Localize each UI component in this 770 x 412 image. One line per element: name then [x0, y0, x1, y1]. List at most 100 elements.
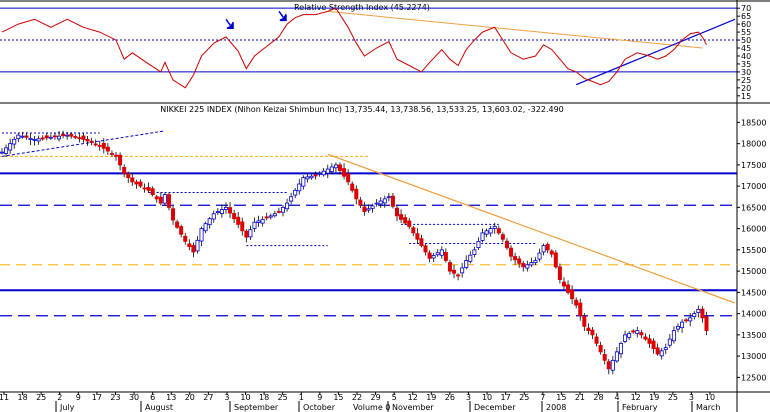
x-month-label: December [474, 403, 516, 412]
candle-body [395, 207, 400, 217]
candle-body [545, 243, 550, 251]
candle-body [12, 138, 17, 145]
x-day-label: 10 [240, 393, 250, 402]
x-day-label: 30 [129, 393, 139, 402]
candle-body [175, 221, 180, 228]
candle-body [476, 240, 481, 248]
candle-body [521, 263, 526, 268]
candle-body [65, 134, 70, 137]
candle-body [680, 321, 685, 329]
candle-body [256, 220, 261, 223]
price-down-trendline [327, 153, 736, 304]
rsi-down-trendline [327, 10, 703, 49]
candle-body [244, 230, 249, 238]
x-month-label: October [303, 403, 336, 412]
candle-body [4, 147, 9, 154]
candle-body [142, 187, 147, 190]
x-day-label: 25 [278, 393, 288, 402]
candle-body [362, 206, 367, 213]
candlesticks [0, 130, 709, 375]
candle-body [439, 249, 444, 256]
x-day-label: 4 [615, 393, 620, 402]
candle-body [639, 332, 644, 336]
candle-body [480, 232, 485, 241]
price-tick-label: 13000 [741, 352, 766, 361]
x-day-label: 28 [593, 393, 603, 402]
x-day-label: 22 [352, 393, 362, 402]
candle-body [195, 239, 200, 252]
candle-body [97, 144, 102, 147]
x-day-label: 25 [519, 393, 529, 402]
candle-body [464, 260, 469, 268]
x-month-label: November [392, 403, 434, 412]
x-day-label: 21 [575, 393, 585, 402]
rsi-tick-label: 70 [741, 4, 751, 13]
x-day-label: 1 [299, 393, 304, 402]
price-tick-label: 14500 [741, 288, 766, 297]
rsi-title: Relative Strength Index (45.2274) [294, 3, 430, 12]
candle-body [337, 164, 342, 171]
price-tick-label: 17000 [741, 182, 766, 191]
candle-body [484, 230, 489, 235]
candle-body [566, 284, 571, 293]
candle-body [20, 135, 25, 138]
x-day-label: 15 [556, 393, 566, 402]
candle-body [77, 137, 82, 140]
candle-body [427, 252, 432, 259]
x-day-label: 20 [185, 393, 195, 402]
rsi-tick-label: 30 [741, 68, 751, 77]
rsi-arrows [225, 10, 287, 30]
price-tick-label: 18000 [741, 140, 766, 149]
candle-body [36, 138, 41, 142]
candle-body [219, 209, 224, 214]
candle-body [301, 177, 306, 187]
candle-body [382, 198, 387, 204]
candle-body [509, 247, 514, 257]
rsi-tick-label: 20 [741, 84, 751, 93]
candle-body [541, 245, 546, 253]
x-day-label: 25 [36, 393, 46, 402]
candle-body [276, 211, 281, 213]
candle-body [537, 252, 542, 260]
candle-body [154, 196, 159, 200]
candle-body [28, 137, 33, 140]
candle-body [549, 250, 554, 255]
x-day-label: 7 [540, 393, 545, 402]
rsi-trendlines [327, 10, 736, 86]
candle-body [289, 196, 294, 202]
candle-body [130, 177, 135, 183]
candle-body [557, 266, 562, 281]
x-day-label: 18 [259, 393, 269, 402]
candle-body [187, 243, 192, 248]
candle-body [472, 249, 477, 255]
candle-body [517, 258, 522, 264]
x-day-label: 12 [631, 393, 641, 402]
candle-body [223, 206, 228, 210]
x-day-label: 19 [426, 393, 436, 402]
candle-body [504, 240, 509, 249]
candle-body [496, 228, 501, 234]
x-day-label: 18 [17, 393, 27, 402]
candle-body [342, 168, 347, 177]
candle-body [199, 228, 204, 242]
price-trendlines [1, 130, 736, 304]
rsi-panel: Relative Strength Index (45.2274) 706560… [0, 3, 751, 101]
candle-body [643, 336, 648, 340]
candle-body [435, 252, 440, 256]
price-tick-label: 14000 [741, 310, 766, 319]
x-day-label: 13 [166, 393, 176, 402]
x-day-label: 6 [150, 393, 155, 402]
candle-body [8, 143, 13, 151]
candle-body [93, 143, 98, 146]
x-day-label: 2 [57, 393, 62, 402]
x-day-label: 11 [0, 393, 9, 402]
x-day-label: 5 [392, 393, 397, 402]
candle-body [452, 269, 457, 274]
candle-body [500, 234, 505, 240]
candle-body [378, 200, 383, 205]
candle-body [0, 151, 4, 154]
candle-body [350, 183, 355, 191]
candle-body [207, 218, 212, 226]
candle-body [150, 188, 155, 196]
rsi-arrow-marker [278, 10, 287, 22]
